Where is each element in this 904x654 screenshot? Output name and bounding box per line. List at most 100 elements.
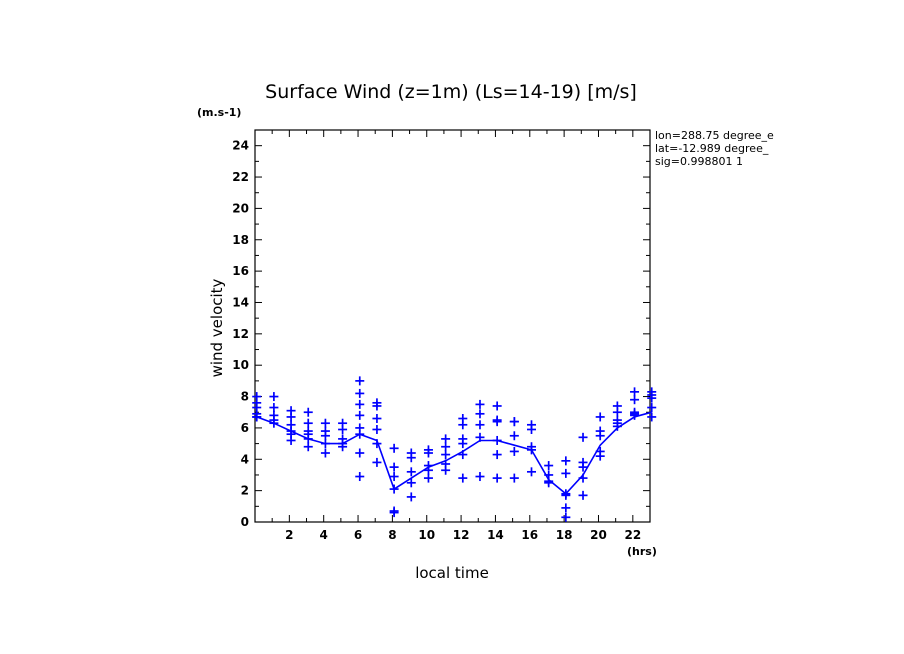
data-point-plus <box>406 478 416 488</box>
data-point-plus <box>286 435 296 445</box>
data-point-plus <box>269 403 279 413</box>
data-point-plus <box>509 431 519 441</box>
data-point-plus <box>338 442 348 452</box>
data-point-plus <box>612 407 622 417</box>
y-tick-label: 6 <box>241 421 249 435</box>
x-tick-label: 10 <box>418 528 435 542</box>
data-point-plus <box>578 473 588 483</box>
data-point-plus <box>441 434 451 444</box>
data-point-plus <box>475 432 485 442</box>
y-tick-label: 22 <box>232 170 249 184</box>
data-point-plus <box>578 432 588 442</box>
data-point-plus <box>320 418 330 428</box>
data-point-plus <box>441 450 451 460</box>
info-box: lon=288.75 degree_e lat=-12.989 degree_ … <box>655 129 774 168</box>
data-point-plus <box>372 414 382 424</box>
data-point-plus <box>320 448 330 458</box>
data-point-plus <box>509 473 519 483</box>
y-tick-label: 24 <box>232 139 249 153</box>
info-lat: lat=-12.989 degree_ <box>655 142 769 155</box>
plot-frame <box>254 129 651 523</box>
data-point-plus <box>527 445 536 455</box>
data-point-plus <box>389 472 399 482</box>
data-point-plus <box>406 453 416 463</box>
data-point-plus <box>561 512 571 522</box>
info-sig: sig=0.998801 1 <box>655 155 743 168</box>
x-tick-label: 22 <box>624 528 641 542</box>
x-tick-label: 12 <box>453 528 470 542</box>
data-point-plus <box>561 468 571 478</box>
data-point-plus <box>389 443 399 453</box>
data-point-plus <box>544 461 554 471</box>
data-point-plus <box>372 439 382 449</box>
data-point-plus <box>423 448 433 458</box>
y-tick-label: 12 <box>232 327 249 341</box>
y-tick-label: 8 <box>241 390 249 404</box>
data-point-plus <box>458 473 468 483</box>
data-point-plus <box>252 412 262 422</box>
x-tick-label: 14 <box>487 528 504 542</box>
data-point-plus <box>441 465 451 475</box>
data-point-plus <box>389 462 399 472</box>
data-point-plus <box>630 395 640 405</box>
data-point-plus <box>561 456 571 466</box>
data-point-plus <box>423 473 433 483</box>
data-point-plus <box>269 418 279 428</box>
data-point-plus <box>406 492 416 502</box>
data-point-plus <box>303 418 313 428</box>
data-point-plus <box>303 434 313 444</box>
plot-area <box>252 376 657 522</box>
data-point-plus <box>389 484 399 494</box>
data-point-plus <box>355 388 365 398</box>
data-point-plus <box>561 490 571 500</box>
data-point-plus <box>372 401 382 411</box>
data-point-plus <box>423 465 433 475</box>
data-point-plus <box>458 450 468 460</box>
y-tick-label: 2 <box>241 484 249 498</box>
data-point-plus <box>630 410 640 420</box>
data-point-plus <box>527 424 536 434</box>
data-point-plus <box>509 446 519 456</box>
x-axis-label: local time <box>415 564 489 582</box>
data-point-plus <box>561 503 571 513</box>
x-tick-label: 6 <box>354 528 362 542</box>
data-point-plus <box>595 412 605 422</box>
y-tick-label: 10 <box>232 358 249 372</box>
y-tick-label: 16 <box>232 264 249 278</box>
data-point-plus <box>320 431 330 441</box>
x-tick-label: 2 <box>285 528 293 542</box>
data-point-plus <box>338 424 348 434</box>
data-point-plus <box>355 448 365 458</box>
data-point-plus <box>286 412 296 422</box>
data-point-plus <box>595 451 605 461</box>
data-point-plus <box>544 478 554 488</box>
y-tick-label: 14 <box>232 295 249 309</box>
x-unit-label: (hrs) <box>627 545 657 558</box>
mean-wind-line <box>256 411 652 495</box>
data-point-plus <box>355 472 365 482</box>
data-point-plus <box>355 376 365 386</box>
data-point-plus <box>527 467 536 477</box>
y-tick-label: 0 <box>241 515 249 529</box>
data-point-plus <box>492 435 502 445</box>
data-point-plus <box>458 439 468 449</box>
data-point-plus <box>647 412 657 422</box>
data-point-plus <box>303 442 313 452</box>
data-point-plus <box>406 467 416 477</box>
data-point-plus <box>492 401 502 411</box>
data-point-plus <box>647 403 657 413</box>
data-point-plus <box>372 457 382 467</box>
y-tick-label: 4 <box>241 452 249 466</box>
data-point-plus <box>475 399 485 409</box>
x-tick-label: 4 <box>320 528 328 542</box>
data-point-plus <box>612 421 622 431</box>
data-point-plus <box>647 393 657 403</box>
data-point-plus <box>355 399 365 409</box>
x-axis-ticks: 2 4 6 8 10 12 14 16 18 20 22 <box>254 130 651 542</box>
data-point-plus <box>372 424 382 434</box>
y-tick-label: 20 <box>232 201 249 215</box>
data-point-plus <box>475 472 485 482</box>
data-point-plus <box>492 417 502 427</box>
